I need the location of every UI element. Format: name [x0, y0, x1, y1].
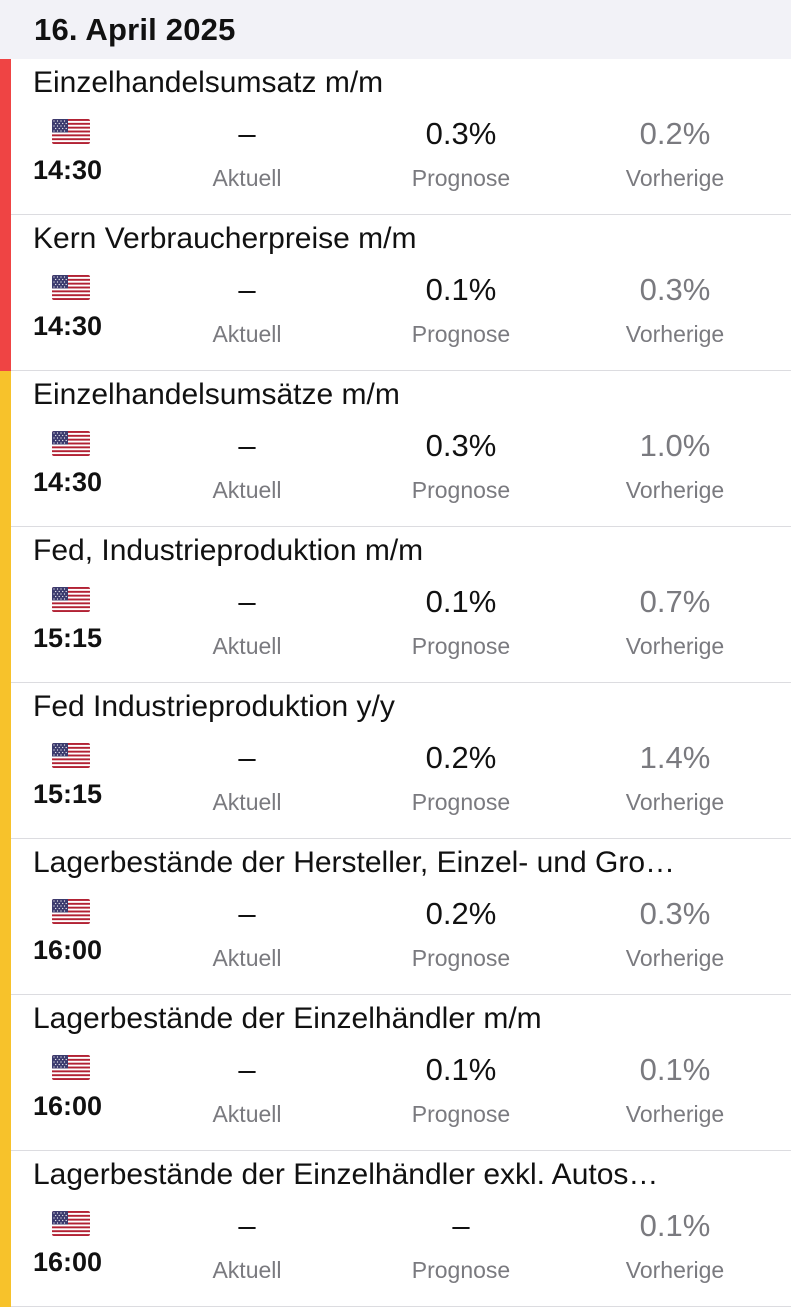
- forecast-value: 0.3%: [425, 428, 497, 463]
- forecast-label: Prognose: [411, 1101, 511, 1127]
- us-flag-icon: [52, 1211, 90, 1236]
- forecast-label: Prognose: [411, 321, 511, 347]
- impact-indicator: [0, 1151, 11, 1307]
- actual-label: Aktuell: [212, 633, 282, 659]
- event-title: Fed Industrieproduktion y/y: [33, 690, 395, 723]
- previous-value: 0.3%: [639, 896, 711, 931]
- event-row[interactable]: Lagerbestände der Einzelhändler m/m: [0, 995, 791, 1151]
- forecast-label: Prognose: [411, 633, 511, 659]
- actual-label: Aktuell: [212, 945, 282, 971]
- actual-label: Aktuell: [212, 1257, 282, 1283]
- previous-label: Vorherige: [625, 321, 725, 347]
- forecast-label: Prognose: [411, 945, 511, 971]
- date-header: 16. April 2025: [0, 0, 791, 59]
- event-time: 14:30: [33, 155, 103, 185]
- actual-value: –: [238, 272, 256, 307]
- previous-value: 0.3%: [639, 272, 711, 307]
- event-row[interactable]: Einzelhandelsumsätze m/m: [0, 371, 791, 527]
- us-flag-icon: [52, 899, 90, 924]
- us-flag-icon: [52, 119, 90, 144]
- forecast-value: 0.1%: [425, 584, 497, 619]
- impact-indicator: [0, 527, 11, 683]
- event-title: Lagerbestände der Hersteller, Einzel- un…: [33, 846, 676, 879]
- event-row[interactable]: Fed, Industrieproduktion m/m: [0, 527, 791, 683]
- actual-label: Aktuell: [212, 165, 282, 191]
- impact-indicator: [0, 59, 11, 215]
- forecast-label: Prognose: [411, 789, 511, 815]
- us-flag-icon: [52, 587, 90, 612]
- event-title: Einzelhandelsumsätze m/m: [33, 378, 400, 411]
- event-time: 16:00: [33, 1247, 103, 1277]
- event-row[interactable]: Fed Industrieproduktion y/y: [0, 683, 791, 839]
- event-time: 16:00: [33, 935, 103, 965]
- event-row[interactable]: Einzelhandelsumsatz m/m: [0, 59, 791, 215]
- impact-indicator: [0, 683, 11, 839]
- event-title: Fed, Industrieproduktion m/m: [33, 534, 424, 567]
- event-time: 15:15: [33, 623, 103, 653]
- forecast-label: Prognose: [411, 165, 511, 191]
- previous-label: Vorherige: [625, 789, 725, 815]
- previous-label: Vorherige: [625, 165, 725, 191]
- event-title: Lagerbestände der Einzelhändler exkl. Au…: [33, 1158, 659, 1191]
- event-row[interactable]: Lagerbestände der Hersteller, Einzel- un…: [0, 839, 791, 995]
- row-divider: [11, 526, 791, 527]
- previous-label: Vorherige: [625, 633, 725, 659]
- actual-value: –: [238, 1052, 256, 1087]
- row-divider: [11, 994, 791, 995]
- forecast-value: 0.2%: [425, 896, 497, 931]
- previous-label: Vorherige: [625, 1101, 725, 1127]
- us-flag-icon: [52, 1055, 90, 1080]
- forecast-value: 0.1%: [425, 272, 497, 307]
- event-time: 14:30: [33, 311, 103, 341]
- impact-indicator: [0, 371, 11, 527]
- previous-value: 0.2%: [639, 116, 711, 151]
- previous-label: Vorherige: [625, 477, 725, 503]
- previous-label: Vorherige: [625, 945, 725, 971]
- forecast-value: –: [452, 1208, 470, 1243]
- previous-value: 0.1%: [639, 1052, 711, 1087]
- actual-value: –: [238, 428, 256, 463]
- event-time: 14:30: [33, 467, 103, 497]
- actual-label: Aktuell: [212, 321, 282, 347]
- actual-value: –: [238, 1208, 256, 1243]
- impact-indicator: [0, 839, 11, 995]
- actual-label: Aktuell: [212, 477, 282, 503]
- previous-value: 0.7%: [639, 584, 711, 619]
- date-title: 16. April 2025: [34, 12, 236, 47]
- actual-label: Aktuell: [212, 789, 282, 815]
- actual-value: –: [238, 740, 256, 775]
- event-title: Einzelhandelsumsatz m/m: [33, 66, 384, 99]
- event-title: Kern Verbraucherpreise m/m: [33, 222, 417, 255]
- previous-value: 1.4%: [639, 740, 711, 775]
- forecast-value: 0.2%: [425, 740, 497, 775]
- row-divider: [11, 838, 791, 839]
- previous-value: 0.1%: [639, 1208, 711, 1243]
- us-flag-icon: [52, 743, 90, 768]
- impact-indicator: [0, 215, 11, 371]
- us-flag-icon: [52, 275, 90, 300]
- event-row[interactable]: Lagerbestände der Einzelhändler exkl. Au…: [0, 1151, 791, 1307]
- us-flag-icon: [52, 431, 90, 456]
- previous-label: Vorherige: [625, 1257, 725, 1283]
- forecast-label: Prognose: [411, 477, 511, 503]
- event-title: Lagerbestände der Einzelhändler m/m: [33, 1002, 542, 1035]
- row-divider: [11, 682, 791, 683]
- event-time: 15:15: [33, 779, 103, 809]
- row-divider: [11, 1150, 791, 1151]
- row-divider: [11, 370, 791, 371]
- actual-label: Aktuell: [212, 1101, 282, 1127]
- event-list: Einzelhandelsumsatz m/m: [0, 59, 791, 1307]
- forecast-label: Prognose: [411, 1257, 511, 1283]
- forecast-value: 0.3%: [425, 116, 497, 151]
- row-divider: [11, 214, 791, 215]
- forecast-value: 0.1%: [425, 1052, 497, 1087]
- impact-indicator: [0, 995, 11, 1151]
- event-row[interactable]: Kern Verbraucherpreise m/m: [0, 215, 791, 371]
- actual-value: –: [238, 896, 256, 931]
- actual-value: –: [238, 584, 256, 619]
- actual-value: –: [238, 116, 256, 151]
- event-time: 16:00: [33, 1091, 103, 1121]
- previous-value: 1.0%: [639, 428, 711, 463]
